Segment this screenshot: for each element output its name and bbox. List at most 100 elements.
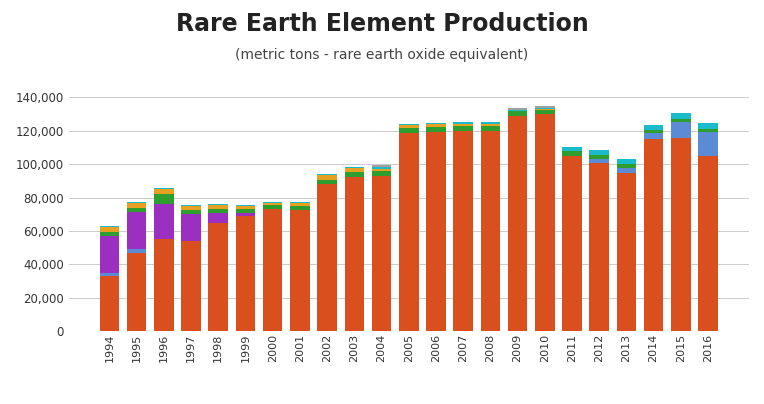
Bar — [181, 210, 201, 215]
Bar — [481, 122, 500, 124]
Bar — [345, 173, 364, 177]
Bar — [644, 130, 663, 133]
Bar — [99, 273, 119, 276]
Bar — [99, 226, 119, 227]
Bar — [535, 110, 555, 114]
Bar — [154, 204, 173, 240]
Bar — [263, 209, 283, 331]
Bar — [481, 124, 500, 126]
Bar — [317, 175, 337, 180]
Bar — [345, 168, 364, 173]
Bar — [589, 155, 609, 159]
Bar — [589, 164, 609, 331]
Bar — [426, 124, 445, 127]
Bar — [453, 124, 473, 126]
Bar — [671, 138, 691, 331]
Bar — [508, 116, 527, 331]
Bar — [617, 168, 636, 173]
Bar — [127, 253, 147, 331]
Bar — [698, 129, 718, 132]
Bar — [671, 119, 691, 122]
Bar — [453, 126, 473, 131]
Bar — [617, 173, 636, 331]
Bar — [399, 133, 419, 331]
Bar — [481, 131, 500, 331]
Bar — [453, 131, 473, 331]
Bar — [644, 139, 663, 331]
Bar — [317, 180, 337, 184]
Bar — [372, 171, 391, 176]
Bar — [290, 206, 309, 210]
Bar — [236, 216, 255, 331]
Bar — [181, 215, 201, 241]
Bar — [209, 223, 228, 331]
Bar — [399, 124, 419, 125]
Bar — [535, 106, 555, 107]
Bar — [372, 167, 391, 168]
Bar — [236, 208, 255, 213]
Bar — [99, 236, 119, 273]
Bar — [562, 147, 581, 152]
Bar — [698, 132, 718, 156]
Bar — [209, 204, 228, 205]
Bar — [99, 276, 119, 331]
Bar — [127, 213, 147, 249]
Bar — [154, 240, 173, 331]
Bar — [562, 152, 581, 156]
Bar — [671, 122, 691, 138]
Bar — [209, 205, 228, 208]
Bar — [535, 114, 555, 331]
Bar — [617, 159, 636, 164]
Bar — [589, 159, 609, 164]
Bar — [127, 202, 147, 203]
Bar — [617, 164, 636, 168]
Bar — [508, 112, 527, 116]
Bar — [290, 210, 309, 331]
Bar — [154, 194, 173, 204]
Bar — [698, 123, 718, 129]
Bar — [263, 202, 283, 203]
Bar — [236, 213, 255, 216]
Bar — [154, 189, 173, 194]
Bar — [345, 177, 364, 331]
Bar — [181, 205, 201, 206]
Bar — [562, 156, 581, 331]
Bar — [236, 205, 255, 206]
Text: Rare Earth Element Production: Rare Earth Element Production — [176, 12, 588, 36]
Bar — [263, 203, 283, 205]
Bar — [127, 208, 147, 213]
Bar — [698, 156, 718, 331]
Bar — [345, 167, 364, 168]
Bar — [99, 227, 119, 231]
Bar — [426, 123, 445, 124]
Bar — [481, 126, 500, 131]
Bar — [508, 110, 527, 112]
Bar — [99, 231, 119, 236]
Bar — [317, 184, 337, 331]
Bar — [263, 205, 283, 209]
Bar — [209, 208, 228, 213]
Bar — [317, 174, 337, 175]
Bar — [426, 127, 445, 132]
Bar — [453, 122, 473, 124]
Bar — [671, 114, 691, 119]
Bar — [372, 176, 391, 331]
Bar — [535, 107, 555, 109]
Bar — [508, 108, 527, 110]
Bar — [290, 202, 309, 203]
Bar — [127, 203, 147, 208]
Bar — [399, 125, 419, 128]
Bar — [209, 213, 228, 223]
Bar — [372, 166, 391, 167]
Bar — [372, 168, 391, 171]
Bar — [399, 128, 419, 133]
Bar — [535, 109, 555, 110]
Bar — [236, 206, 255, 208]
Bar — [426, 132, 445, 331]
Bar — [127, 249, 147, 253]
Bar — [181, 206, 201, 210]
Bar — [181, 241, 201, 331]
Bar — [644, 124, 663, 130]
Bar — [154, 188, 173, 189]
Text: (metric tons - rare earth oxide equivalent): (metric tons - rare earth oxide equivale… — [235, 48, 529, 63]
